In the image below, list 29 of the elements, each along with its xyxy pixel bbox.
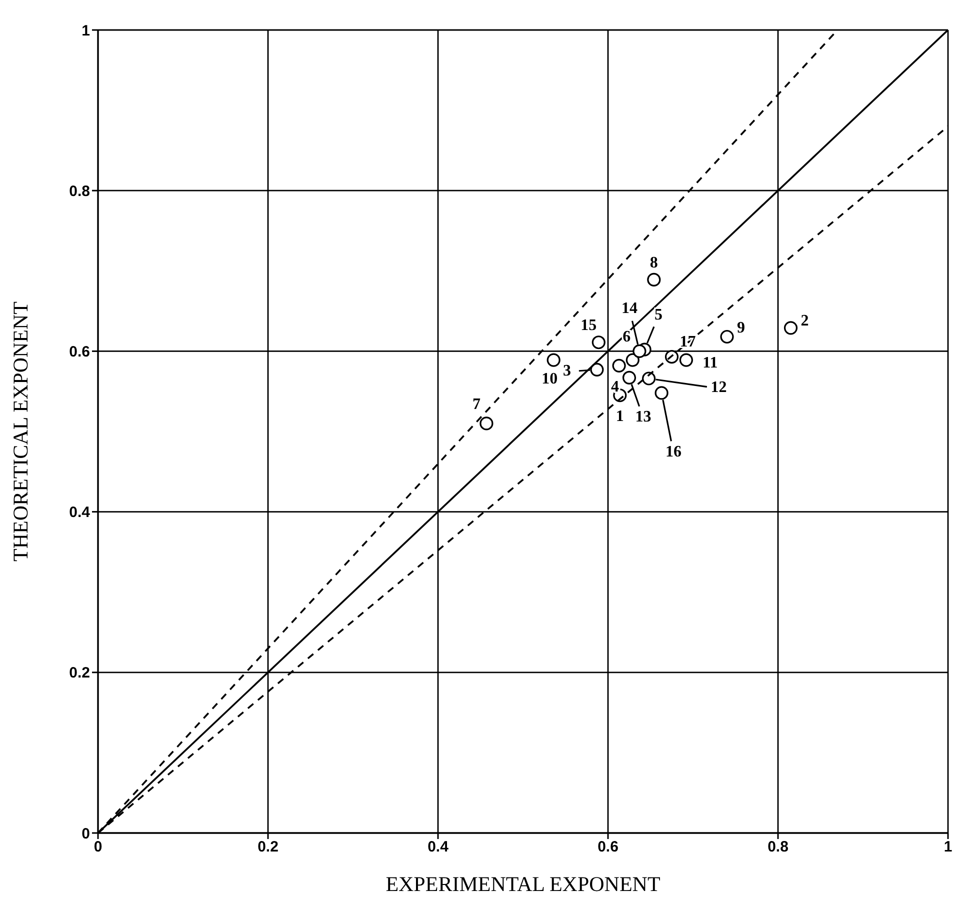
y-tick-label: 0.4 bbox=[69, 504, 91, 522]
annotation: 17 bbox=[680, 333, 696, 350]
annotation: 1 bbox=[616, 408, 624, 426]
x-tick-label: 0.2 bbox=[258, 838, 278, 856]
annotation: 14 bbox=[621, 300, 638, 317]
y-tick-label: 0 bbox=[82, 825, 90, 842]
annotation: 12 bbox=[710, 379, 727, 396]
annotation: 7 bbox=[472, 396, 480, 414]
y-tick-label: 0.2 bbox=[69, 664, 90, 682]
x-tick-label: 0 bbox=[94, 838, 102, 856]
annotation: 13 bbox=[635, 408, 652, 426]
x-tick-label: 0.8 bbox=[768, 838, 788, 856]
x-tick-label: 0.4 bbox=[428, 838, 450, 856]
annotation: 8 bbox=[650, 254, 658, 272]
annotation: 3 bbox=[562, 362, 571, 380]
annotation: 11 bbox=[702, 354, 718, 372]
annotation: 15 bbox=[580, 317, 597, 334]
y-tick-label: 0.8 bbox=[69, 182, 90, 200]
annotation: 10 bbox=[542, 370, 558, 388]
x-tick-label: 0.6 bbox=[598, 838, 618, 856]
annotation: 2 bbox=[800, 312, 809, 330]
y-axis-title: THEORETICAL EXPONENT bbox=[8, 301, 32, 562]
y-tick-label: 1 bbox=[82, 22, 90, 40]
annotation: 9 bbox=[737, 319, 745, 336]
x-tick-label: 1 bbox=[944, 838, 952, 856]
annotation: 16 bbox=[666, 444, 682, 461]
annotation: 5 bbox=[654, 306, 663, 324]
y-tick-label: 0.6 bbox=[69, 344, 90, 361]
x-axis-title: EXPERIMENTAL EXPONENT bbox=[386, 872, 660, 896]
